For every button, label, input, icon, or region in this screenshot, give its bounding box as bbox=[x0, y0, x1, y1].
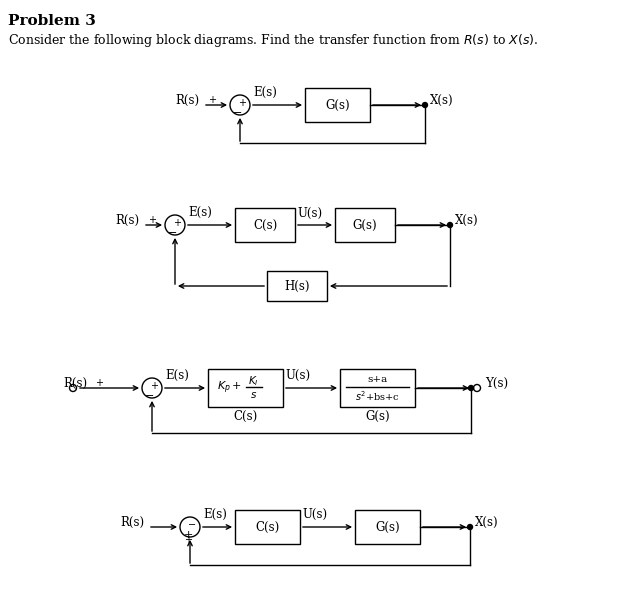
Text: +: + bbox=[238, 98, 246, 108]
Text: +: + bbox=[95, 378, 103, 388]
Text: E(s): E(s) bbox=[203, 508, 227, 520]
Text: R(s): R(s) bbox=[115, 214, 139, 226]
Text: +: + bbox=[173, 218, 181, 228]
Circle shape bbox=[468, 525, 473, 529]
Bar bbox=[235, 510, 300, 544]
Text: X(s): X(s) bbox=[430, 93, 453, 107]
Bar bbox=[340, 369, 415, 407]
Text: H(s): H(s) bbox=[284, 279, 310, 293]
Circle shape bbox=[422, 102, 427, 107]
Bar bbox=[208, 369, 283, 407]
Bar bbox=[235, 208, 295, 242]
Text: −: − bbox=[233, 108, 243, 118]
Circle shape bbox=[468, 386, 473, 390]
Text: E(s): E(s) bbox=[188, 206, 212, 218]
Text: R(s): R(s) bbox=[63, 376, 87, 390]
Bar bbox=[355, 510, 420, 544]
Text: −: − bbox=[188, 520, 196, 530]
Text: +: + bbox=[183, 530, 193, 540]
Text: s+a: s+a bbox=[368, 376, 388, 384]
Text: G(s): G(s) bbox=[353, 218, 378, 232]
Text: $K_p+$: $K_p+$ bbox=[217, 380, 242, 396]
Text: U(s): U(s) bbox=[302, 508, 327, 520]
Text: Y(s): Y(s) bbox=[485, 376, 508, 390]
Text: −: − bbox=[145, 391, 155, 401]
Text: R(s): R(s) bbox=[175, 93, 199, 107]
Text: −: − bbox=[168, 228, 178, 238]
Circle shape bbox=[448, 223, 453, 228]
Text: +: + bbox=[184, 535, 192, 545]
Text: C(s): C(s) bbox=[233, 409, 258, 423]
Text: C(s): C(s) bbox=[253, 218, 277, 232]
Text: R(s): R(s) bbox=[120, 515, 144, 528]
Bar bbox=[305, 88, 370, 122]
Text: +: + bbox=[148, 215, 156, 225]
Text: C(s): C(s) bbox=[255, 520, 279, 534]
Bar bbox=[267, 271, 327, 301]
Text: G(s): G(s) bbox=[325, 98, 350, 112]
Text: E(s): E(s) bbox=[253, 85, 277, 98]
Text: +: + bbox=[208, 95, 216, 105]
Text: $s$: $s$ bbox=[250, 390, 257, 400]
Text: Problem 3: Problem 3 bbox=[8, 14, 96, 28]
Text: U(s): U(s) bbox=[297, 207, 322, 220]
Text: Consider the following block diagrams. Find the transfer function from $R(s)$ to: Consider the following block diagrams. F… bbox=[8, 32, 538, 49]
Text: +: + bbox=[150, 381, 158, 391]
Text: $s^2$+bs+c: $s^2$+bs+c bbox=[355, 389, 400, 403]
Text: G(s): G(s) bbox=[375, 520, 400, 534]
Text: E(s): E(s) bbox=[165, 368, 189, 381]
Bar bbox=[335, 208, 395, 242]
Text: $K_I$: $K_I$ bbox=[248, 374, 259, 388]
Text: U(s): U(s) bbox=[285, 368, 310, 381]
Text: X(s): X(s) bbox=[455, 214, 479, 226]
Text: X(s): X(s) bbox=[475, 515, 499, 528]
Text: G(s): G(s) bbox=[365, 409, 390, 423]
